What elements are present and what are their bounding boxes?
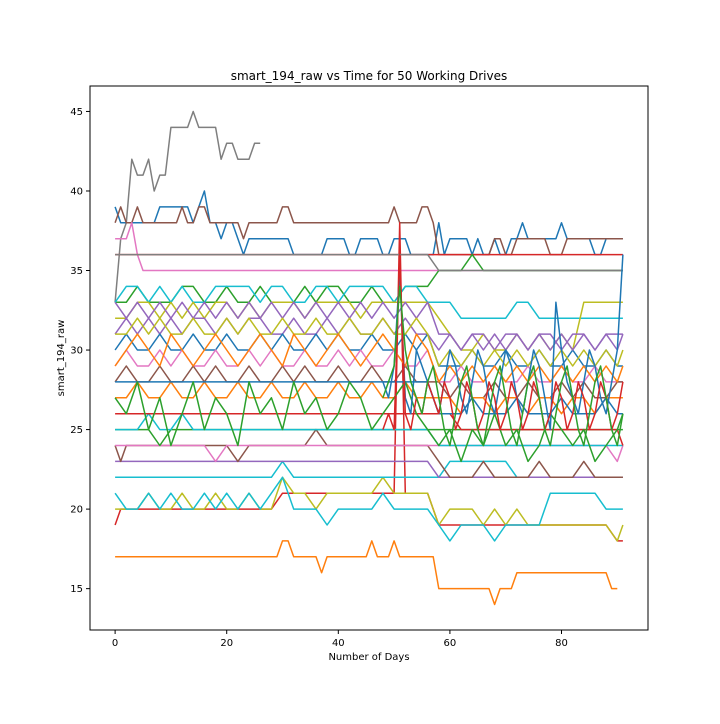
x-tick-label: 60 xyxy=(444,638,457,649)
y-tick-label: 30 xyxy=(70,346,83,357)
series-line-30 xyxy=(114,333,624,383)
series-line-29 xyxy=(115,317,624,367)
x-axis-title: Number of Days xyxy=(328,652,409,663)
y-axis-title: smart_194_raw xyxy=(56,320,67,397)
series-line-1 xyxy=(115,540,618,606)
series-line-5 xyxy=(115,222,623,272)
series-line-7 xyxy=(115,253,623,304)
series-line-18 xyxy=(115,460,623,479)
series-line-17 xyxy=(114,476,623,542)
series-line-21 xyxy=(115,444,624,463)
series-line-31 xyxy=(382,254,624,431)
series-lines xyxy=(114,110,624,606)
y-tick-label: 45 xyxy=(70,107,83,118)
series-line-4 xyxy=(114,206,623,256)
y-tick-label: 15 xyxy=(70,584,83,595)
series-line-2 xyxy=(114,110,261,303)
x-axis-ticks: 0 20 40 60 80 xyxy=(112,630,568,649)
series-line-26 xyxy=(115,253,623,272)
series-line-27 xyxy=(114,301,624,351)
y-tick-label: 20 xyxy=(70,505,83,516)
series-line-19 xyxy=(115,460,623,479)
series-line-16 xyxy=(115,476,624,542)
series-line-25 xyxy=(115,381,623,415)
y-tick-label: 35 xyxy=(70,266,83,277)
y-axis-ticks: 15 20 25 30 35 40 45 xyxy=(70,107,90,595)
series-line-8 xyxy=(114,285,623,319)
x-tick-label: 20 xyxy=(220,638,233,649)
series-line-9 xyxy=(115,301,623,351)
x-tick-label: 80 xyxy=(555,638,568,649)
chart-title: smart_194_raw vs Time for 50 Working Dri… xyxy=(231,69,508,83)
y-tick-label: 25 xyxy=(70,425,83,436)
series-line-33 xyxy=(382,285,624,447)
y-tick-label: 40 xyxy=(70,186,83,197)
series-line-22 xyxy=(115,428,623,447)
x-tick-label: 40 xyxy=(332,638,345,649)
plot-area-frame xyxy=(89,85,649,631)
x-tick-label: 0 xyxy=(112,638,118,649)
series-line-28 xyxy=(114,381,624,463)
